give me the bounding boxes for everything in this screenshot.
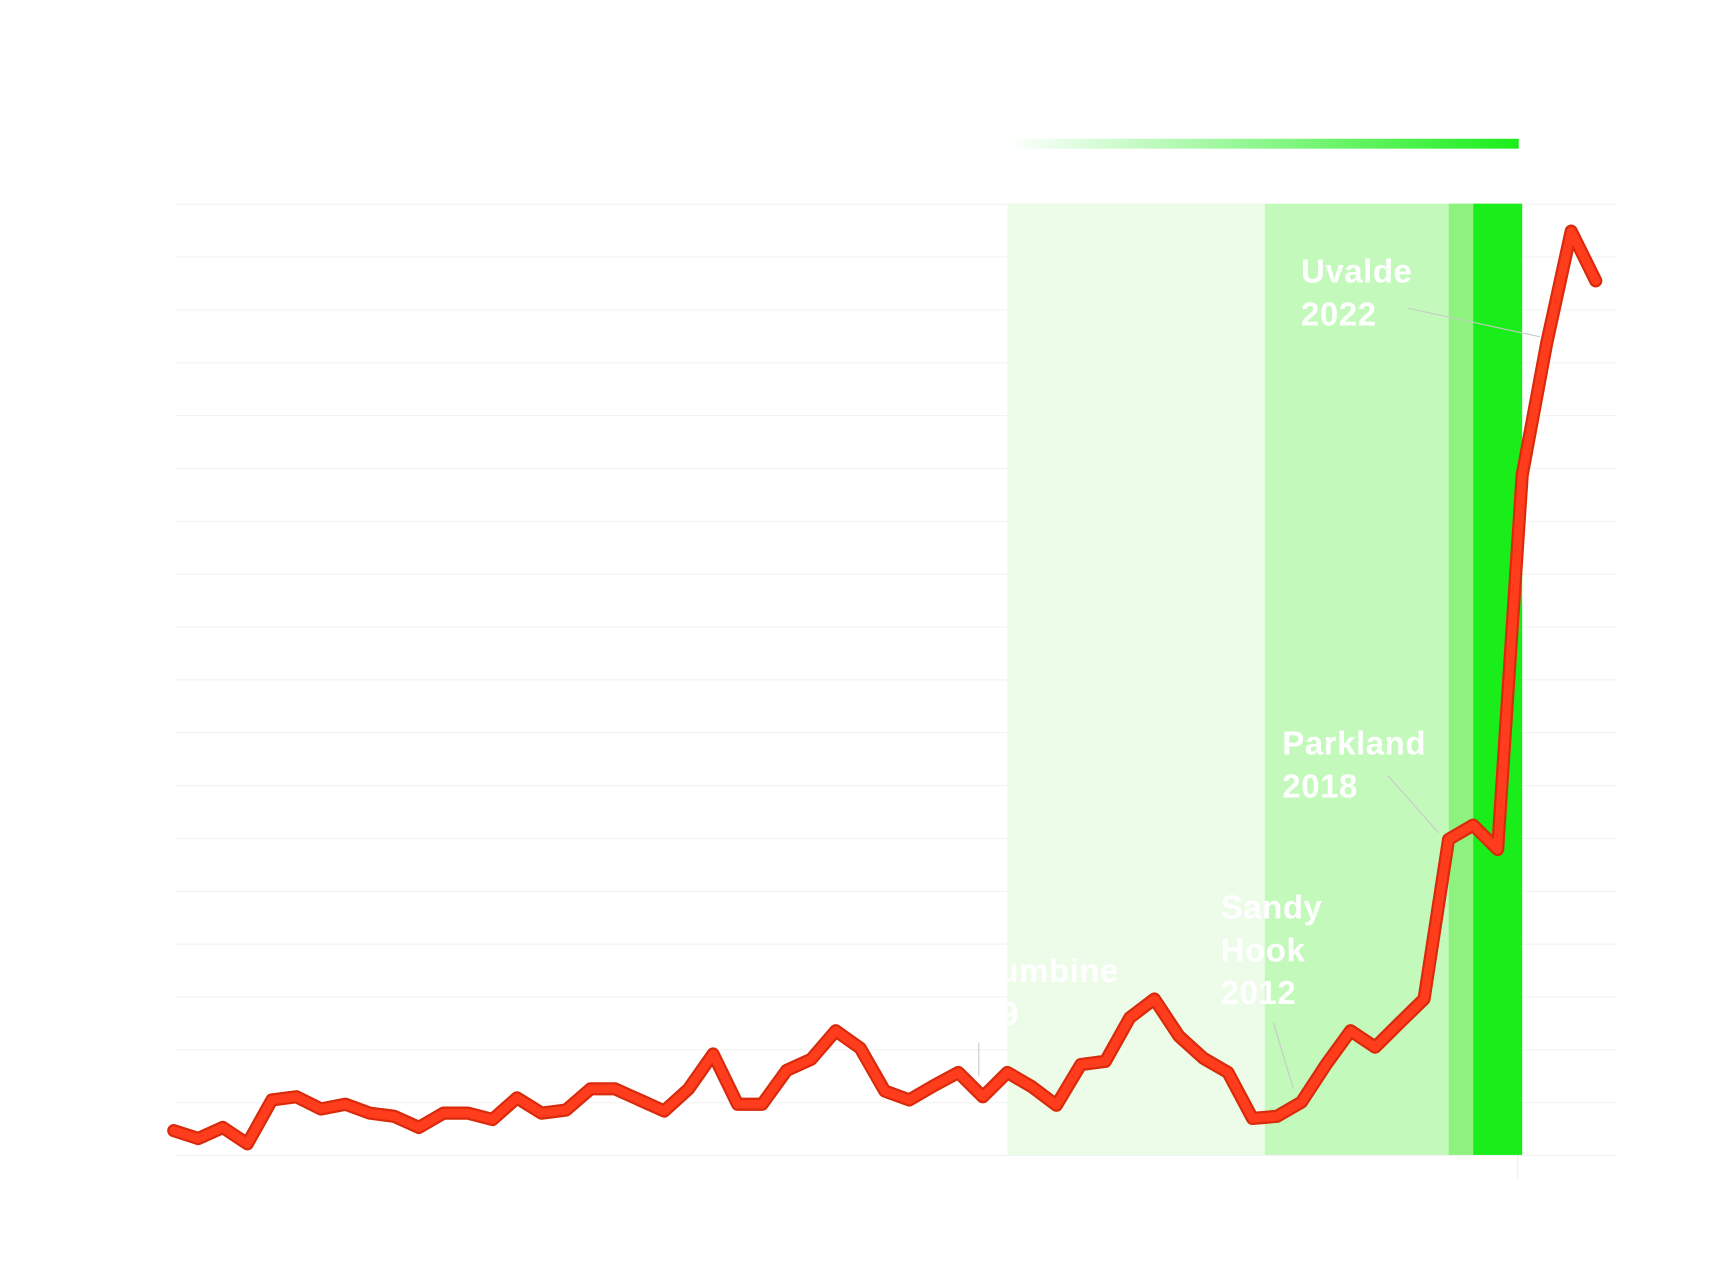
annotation-leader bbox=[1407, 307, 1540, 338]
annotation-text: 2012 bbox=[1221, 974, 1297, 1011]
annotation-text: 2018 bbox=[1282, 767, 1358, 804]
shaded-period bbox=[1264, 203, 1449, 1155]
annotation-leader bbox=[1272, 1022, 1294, 1090]
annotation-text: Parkland bbox=[1282, 725, 1426, 762]
annotation-text: Hook bbox=[1221, 931, 1306, 968]
series bbox=[167, 224, 1603, 1151]
annotation-text: Uvalde bbox=[1301, 253, 1412, 290]
bands bbox=[1007, 203, 1523, 1155]
annotation-text: Sandy bbox=[1221, 888, 1323, 925]
line bbox=[169, 226, 1601, 1149]
top-bar bbox=[1006, 138, 1519, 149]
annotation-text: 1999 bbox=[944, 995, 1020, 1032]
annotation-leader bbox=[1387, 775, 1439, 834]
annotation-text: 2022 bbox=[1301, 296, 1377, 333]
annotation-text: Columbine bbox=[944, 952, 1119, 989]
shaded-period bbox=[1007, 203, 1265, 1155]
annotations: Columbine 1999 Sandy Hook 2012 Parkland 2018 Uv… bbox=[944, 253, 1540, 1090]
shaded-period bbox=[1448, 203, 1474, 1155]
